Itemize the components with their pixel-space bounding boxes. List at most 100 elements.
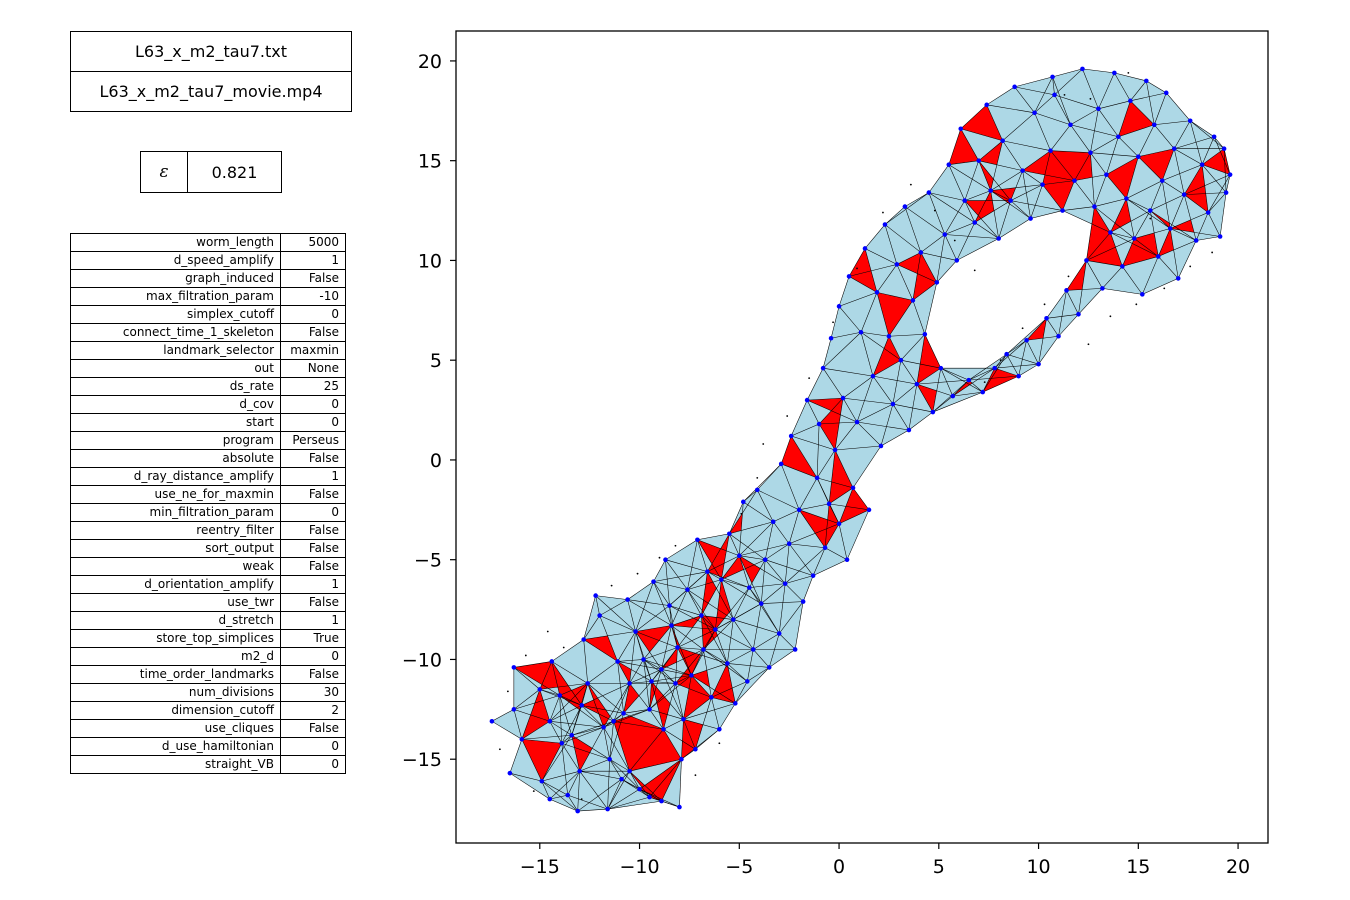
x-tick-label: 15 <box>1126 856 1150 878</box>
landmark-point <box>537 687 543 692</box>
simplex <box>1142 256 1179 295</box>
edge <box>603 683 630 728</box>
edge <box>888 300 914 337</box>
edge <box>697 539 740 556</box>
edge <box>729 521 774 535</box>
param-key: weak <box>70 557 281 576</box>
x-tick-label: 10 <box>1026 856 1050 878</box>
landmark-point <box>1120 264 1125 269</box>
simplex <box>1146 80 1167 125</box>
landmark-point <box>621 711 626 716</box>
edge <box>719 703 736 730</box>
param-row: d_orientation_amplify 1 <box>70 575 346 594</box>
edge <box>1030 184 1043 219</box>
landmark-point <box>890 401 896 407</box>
edge <box>663 683 676 730</box>
edge <box>1174 136 1215 149</box>
edge <box>838 306 862 333</box>
simplex <box>1054 94 1099 125</box>
edge <box>607 779 622 810</box>
landmark-point <box>1167 226 1173 231</box>
edge <box>671 625 716 630</box>
edge <box>1094 198 1127 207</box>
edge <box>677 647 704 650</box>
edge <box>829 503 870 511</box>
edge <box>541 780 578 812</box>
simplex <box>880 404 909 446</box>
edge <box>1090 152 1095 207</box>
param-key: dimension_cutoff <box>70 701 281 720</box>
edge <box>675 649 704 684</box>
edge <box>978 160 991 191</box>
edge <box>691 675 712 698</box>
landmark-point <box>651 579 656 584</box>
edge <box>784 583 804 602</box>
witness-point <box>546 630 549 633</box>
edge <box>860 332 902 361</box>
edge <box>772 521 790 544</box>
landmark-point <box>898 357 904 363</box>
edge <box>1062 210 1111 233</box>
landmark-point <box>663 557 668 562</box>
edge <box>880 404 894 447</box>
top-simplex <box>1202 148 1231 175</box>
edge <box>856 376 874 423</box>
simplex <box>583 639 618 684</box>
param-row: landmark_selector maxmin <box>70 341 346 360</box>
edge <box>541 770 580 782</box>
edge <box>900 360 918 385</box>
landmark-point <box>559 740 565 746</box>
edge <box>629 659 644 684</box>
simplex <box>1138 124 1175 157</box>
edge <box>1066 288 1103 291</box>
edge <box>649 675 692 710</box>
edge <box>1122 238 1135 267</box>
landmark-point <box>717 726 722 732</box>
simplex <box>1090 152 1107 207</box>
edge <box>747 667 770 682</box>
edge <box>695 697 712 750</box>
edge <box>1126 198 1151 211</box>
edge <box>1046 318 1059 337</box>
edge <box>817 477 854 489</box>
edge <box>735 667 770 704</box>
edge <box>669 605 702 616</box>
edge <box>780 435 792 465</box>
landmark-point <box>547 718 553 724</box>
edge <box>651 681 676 684</box>
edge <box>876 292 913 301</box>
edge <box>715 587 750 630</box>
landmark-point <box>836 304 842 309</box>
edge <box>1034 112 1071 126</box>
edge <box>920 234 945 253</box>
edge <box>1054 94 1099 110</box>
landmark-point <box>816 421 822 427</box>
witness-point <box>1021 327 1024 330</box>
edge <box>1110 198 1127 233</box>
edge <box>994 354 1007 369</box>
edge <box>948 128 962 165</box>
edge <box>824 523 840 548</box>
edge <box>559 695 604 728</box>
edge <box>952 367 995 397</box>
edge <box>791 435 836 451</box>
edge <box>669 605 672 626</box>
landmark-points <box>489 66 1233 814</box>
edge <box>1062 206 1095 211</box>
edge <box>627 599 636 632</box>
witness-point <box>973 269 976 272</box>
edge <box>788 509 800 544</box>
edge <box>760 559 766 604</box>
edge <box>1130 80 1147 101</box>
edge <box>571 735 610 760</box>
edge <box>571 735 580 772</box>
simplex <box>1078 260 1103 315</box>
landmark-point <box>1012 84 1017 90</box>
edge <box>872 375 917 385</box>
edge <box>1054 94 1071 125</box>
witness-point <box>999 359 1002 362</box>
param-row: dimension_cutoff 2 <box>70 701 346 720</box>
landmark-point <box>1147 208 1153 213</box>
landmark-point <box>740 499 746 505</box>
edge <box>707 571 722 580</box>
